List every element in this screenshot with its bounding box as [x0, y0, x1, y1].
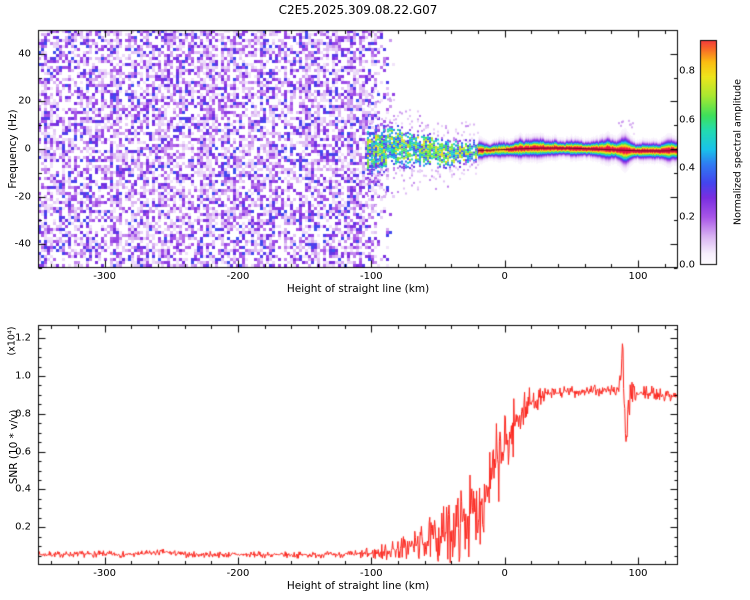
tick-label: 0.8	[679, 65, 695, 77]
tick-label: 0.8	[15, 408, 31, 420]
top-xaxis-label: Height of straight line (km)	[286, 283, 430, 295]
tick-label: -200	[226, 271, 250, 282]
tick-label: -100	[359, 568, 383, 579]
colorbar-label: Normalized spectral amplitude	[732, 78, 744, 226]
tick-label: 0	[501, 568, 508, 579]
figure-title: C2E5.2025.309.08.22.G07	[278, 3, 438, 17]
tick-label: -20	[14, 191, 31, 203]
bottom-xaxis-label: Height of straight line (km)	[286, 580, 430, 592]
tick-label: 0.4	[15, 483, 31, 495]
tick-label: 0.2	[679, 211, 695, 223]
tick-label: 1.0	[15, 370, 31, 382]
tick-label: 20	[18, 95, 31, 107]
tick-label: 0.4	[679, 162, 695, 174]
tick-label: -100	[359, 271, 383, 282]
tick-label: 100	[628, 271, 648, 282]
tick-label: 100	[628, 568, 648, 579]
tick-label: 0	[501, 271, 508, 282]
tick-label: 40	[18, 48, 31, 60]
tick-label: 1.2	[15, 332, 31, 344]
tick-label: -200	[226, 568, 250, 579]
tick-label: 0.2	[15, 521, 31, 533]
tick-label: -300	[93, 568, 117, 579]
tick-label: 0.0	[679, 259, 695, 271]
tick-label: -300	[93, 271, 117, 282]
tick-label: 0	[24, 143, 31, 155]
tick-label: -40	[14, 238, 31, 250]
tick-label: 0.6	[15, 446, 31, 458]
top-yaxis-label: Frequency (Hz)	[7, 109, 19, 189]
tick-label: 0.6	[679, 114, 695, 126]
